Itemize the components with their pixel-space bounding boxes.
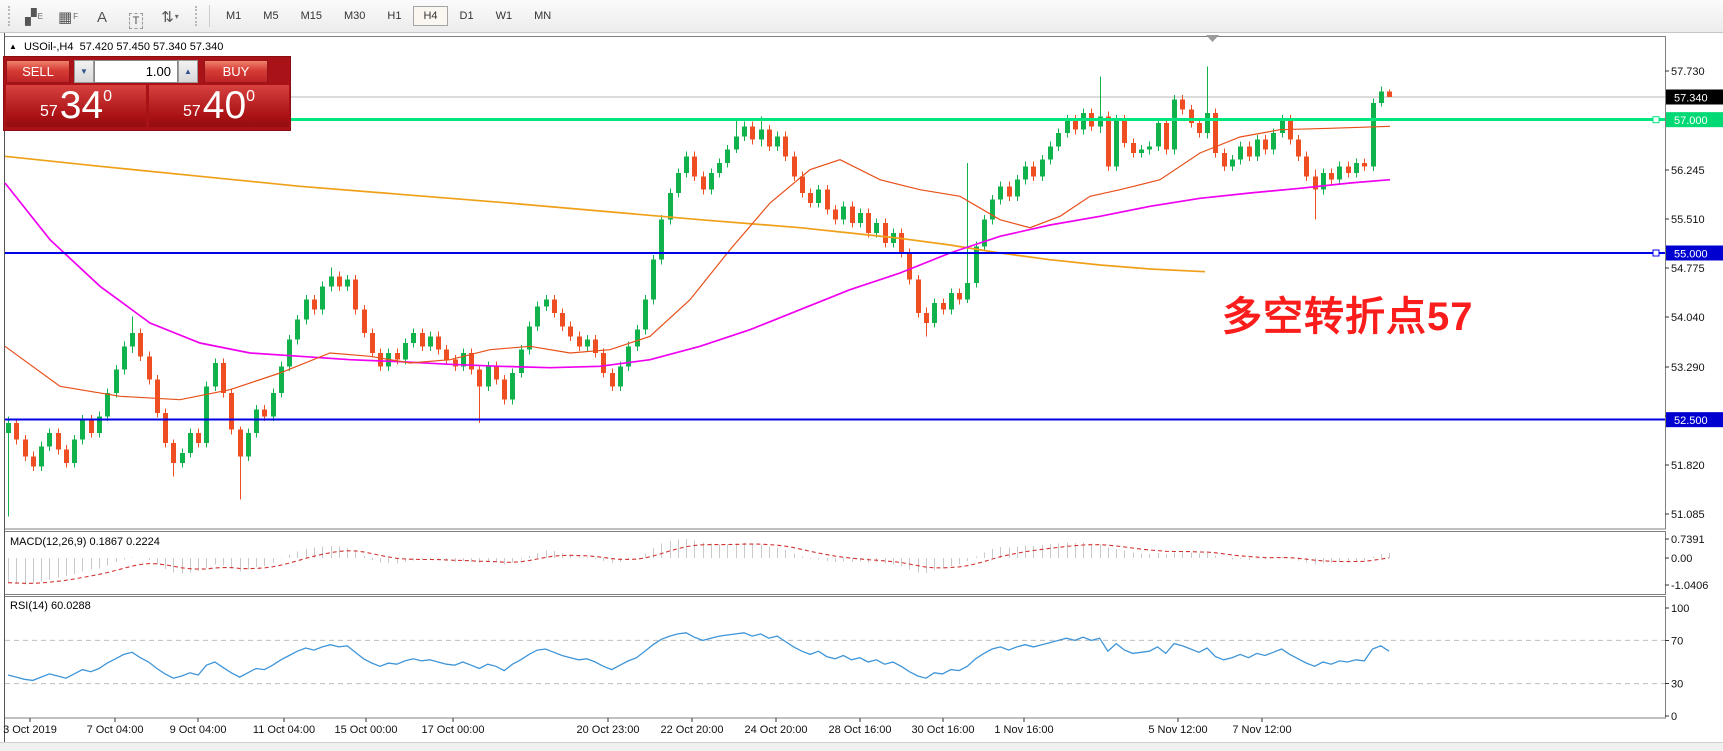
volume-decrease-button[interactable]: ▼ <box>74 60 94 83</box>
price-box-55.000 <box>1666 245 1723 261</box>
sell-button[interactable]: SELL <box>6 60 70 83</box>
text-label-icon[interactable]: A <box>96 9 107 26</box>
macd-tick-label: -1.0406 <box>1671 580 1708 592</box>
price-tick-label: 53.290 <box>1671 362 1705 374</box>
date-label: 7 Nov 12:00 <box>1232 724 1291 736</box>
one-click-trade-panel: SELL ▼ ▲ BUY 57 34 0 57 40 0 <box>3 56 291 131</box>
macd-histogram-layer <box>7 538 1391 585</box>
date-label: 11 Oct 04:00 <box>253 724 315 736</box>
tf-button-D1[interactable]: D1 <box>459 10 474 22</box>
date-label: 20 Oct 23:00 <box>577 724 640 736</box>
tf-button-M1[interactable]: M1 <box>226 10 242 22</box>
rsi-line <box>7 632 1390 682</box>
tf-button-W1[interactable]: W1 <box>495 10 513 22</box>
price-tick-label: 56.245 <box>1671 165 1705 177</box>
macd-indicator-label: MACD(12,26,9) 0.1867 0.2224 <box>10 536 160 548</box>
price-tick-label: 55.510 <box>1671 214 1705 226</box>
buy-button[interactable]: BUY <box>204 60 268 83</box>
pane-frames <box>4 33 1666 742</box>
price-box-label: 57.000 <box>1674 115 1708 127</box>
script-f-icon[interactable]: ▦ F <box>52 3 84 29</box>
moving-averages-layer <box>4 125 1391 401</box>
tf-button-M5[interactable]: M5 <box>263 10 279 22</box>
toolbar-separator <box>209 5 210 27</box>
macd-tick-label: 0.7391 <box>1671 534 1705 546</box>
price-box-label: 57.340 <box>1674 93 1708 105</box>
date-label: 5 Nov 12:00 <box>1148 724 1207 736</box>
date-label: 22 Oct 20:00 <box>661 724 724 736</box>
date-label: 17 Oct 00:00 <box>422 724 485 736</box>
symbol-name: USOil-,H4 <box>23 41 74 53</box>
price-box-label: 55.000 <box>1674 249 1708 261</box>
price-tick-label: 54.040 <box>1671 312 1705 324</box>
sort-order-icon[interactable]: ⇅ ▾ <box>161 9 179 26</box>
date-label: 3 Oct 2019 <box>3 724 57 736</box>
line-handle[interactable] <box>1652 116 1660 124</box>
collapse-triangle-icon[interactable]: ▲ <box>9 42 17 51</box>
toolbar-grip[interactable] <box>8 6 13 26</box>
date-label: 9 Oct 04:00 <box>170 724 227 736</box>
tf-button-MN[interactable]: MN <box>534 10 552 22</box>
timeframe-group: M1 M5 M15 M30 H1 H4 D1 W1 MN <box>215 6 562 26</box>
price-box-57.000 <box>1666 112 1723 128</box>
script-f-glyph: ▦ <box>57 9 73 26</box>
price-axis[interactable]: 57.730 56.245 55.510 54.775 54.040 53.290 52.5… <box>1665 66 1708 723</box>
date-label: 24 Oct 20:00 <box>745 724 808 736</box>
tf-button-H4[interactable]: H4 <box>413 6 448 26</box>
symbol-info-line: ▲ USOil-,H4 57.420 57.450 57.340 57.340 <box>9 41 223 53</box>
buy-price-display[interactable]: 57 40 0 <box>149 85 289 127</box>
top-toolbar: ▞ E ▦ F A T ⇅ ▾ M1 M5 M15 M30 H1 H4 D1 W1 MN <box>0 0 1723 33</box>
expert-e-glyph: ▞ <box>25 9 37 26</box>
tf-button-H1[interactable]: H1 <box>387 10 402 22</box>
price-box-57.340 <box>1666 89 1723 105</box>
macd-signal-line <box>7 543 1390 584</box>
sell-price-display[interactable]: 57 34 0 <box>6 85 146 127</box>
date-label: 30 Oct 16:00 <box>912 724 975 736</box>
price-tick-label: 51.085 <box>1671 509 1705 521</box>
text-box-icon[interactable]: T <box>120 3 152 29</box>
date-label: 7 Oct 04:00 <box>87 724 144 736</box>
price-box-52.500 <box>1666 412 1723 428</box>
price-tick-label: 51.820 <box>1671 460 1705 472</box>
chart-annotation-text[interactable]: 多空转折点57 <box>1222 295 1474 339</box>
price-box-label: 52.500 <box>1674 415 1708 427</box>
candles-layer <box>6 66 1392 517</box>
macd-tick-label: 0.00 <box>1671 553 1692 565</box>
price-tick-label: 57.730 <box>1671 66 1705 78</box>
volume-input[interactable] <box>94 60 178 83</box>
rsi-tick-label: 70 <box>1671 635 1683 647</box>
date-label: 1 Nov 16:00 <box>994 724 1053 736</box>
rsi-indicator-label: RSI(14) 60.0288 <box>10 600 91 612</box>
chart-shift-marker-icon[interactable] <box>1206 35 1219 42</box>
rsi-tick-label: 30 <box>1671 679 1683 691</box>
rsi-tick-label: 0 <box>1671 711 1677 723</box>
rsi-tick-label: 100 <box>1671 603 1689 615</box>
horizontal-lines-layer[interactable]: 57.340 57.000 55.000 52.500 <box>5 89 1723 428</box>
date-label: 28 Oct 16:00 <box>829 724 892 736</box>
date-axis[interactable]: 3 Oct 2019 7 Oct 04:00 9 Oct 04:00 11 Oct 0… <box>3 718 1292 736</box>
symbol-ohlc: 57.420 57.450 57.340 57.340 <box>79 41 224 53</box>
window-bottom-edge <box>0 742 1723 751</box>
expert-e-icon[interactable]: ▞ E <box>18 3 50 29</box>
tf-button-M15[interactable]: M15 <box>300 10 322 22</box>
volume-increase-button[interactable]: ▲ <box>178 60 198 83</box>
price-tick-label: 54.775 <box>1671 263 1705 275</box>
tf-button-M30[interactable]: M30 <box>343 10 366 22</box>
date-label: 15 Oct 00:00 <box>335 724 398 736</box>
toolbar-grip-2[interactable] <box>195 6 200 26</box>
line-handle[interactable] <box>1652 249 1660 257</box>
